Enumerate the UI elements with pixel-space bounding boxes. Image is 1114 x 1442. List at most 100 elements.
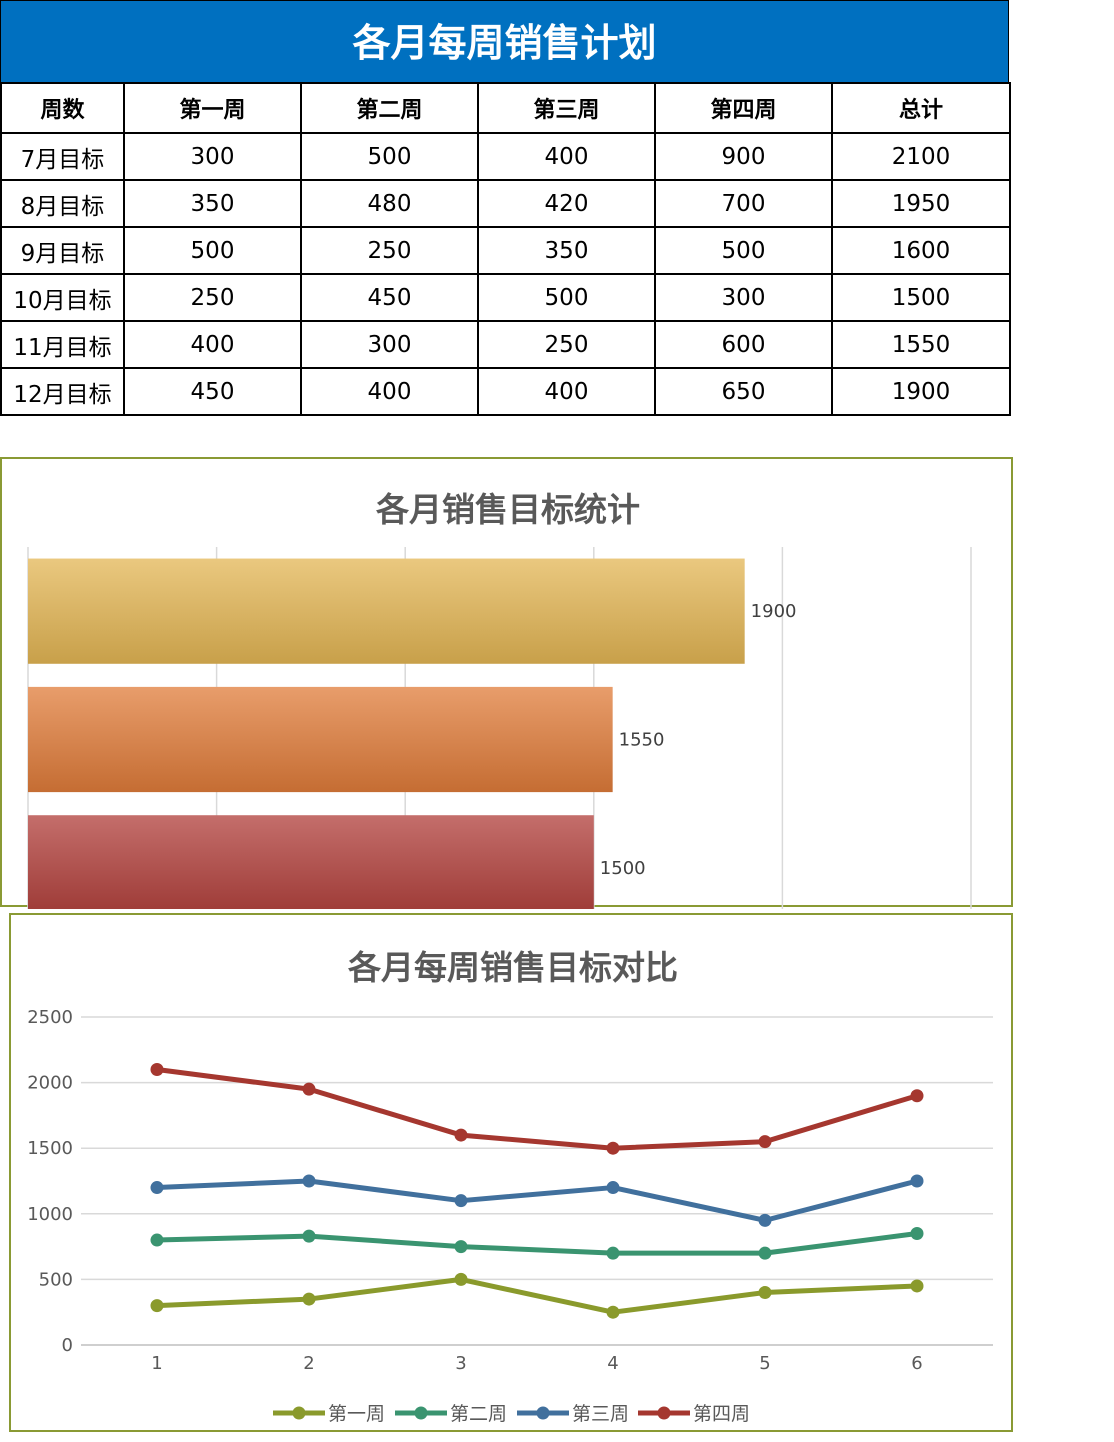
table-row: 12月目标 450 400 400 650 1900 (0, 367, 1011, 416)
cell-week-3: 500 (477, 273, 656, 322)
line-chart: 各月每周销售目标对比 0 500 1000 1500 2000 2500 1 2 3 4 5 6 第… (27, 948, 993, 1425)
series-point (454, 1272, 468, 1286)
cell-total: 1950 (831, 179, 1011, 228)
y-tick-label: 500 (39, 1269, 73, 1290)
cell-month: 11月目标 (0, 320, 125, 369)
cell-month: 8月目标 (0, 179, 125, 228)
legend-marker-icon (657, 1406, 671, 1420)
cell-week-2: 450 (300, 273, 479, 322)
series-point (910, 1226, 924, 1240)
cell-week-1: 400 (123, 320, 302, 369)
table-header-row: 周数 第一周 第二周 第三周 第四周 总计 (0, 82, 1011, 134)
series-line (154, 1066, 920, 1151)
series-point (150, 1233, 164, 1247)
cell-week-4: 600 (654, 320, 833, 369)
line-chart-gridlines (81, 1016, 993, 1346)
legend-item: 第四周 (638, 1403, 750, 1425)
series-point (758, 1135, 772, 1149)
bar-chart-bars (28, 558, 745, 909)
cell-week-1: 450 (123, 367, 302, 416)
header-week-1: 第一周 (123, 82, 302, 134)
cell-week-4: 900 (654, 132, 833, 181)
x-tick-label: 5 (759, 1353, 770, 1374)
cell-week-4: 700 (654, 179, 833, 228)
header-total: 总计 (831, 82, 1011, 134)
series-point (302, 1174, 316, 1188)
bar-data-label: 1500 (600, 858, 646, 879)
header-week-4: 第四周 (654, 82, 833, 134)
legend-label: 第四周 (693, 1403, 750, 1425)
cell-month: 9月目标 (0, 226, 125, 275)
cell-week-3: 250 (477, 320, 656, 369)
cell-total: 2100 (831, 132, 1011, 181)
cell-total: 1600 (831, 226, 1011, 275)
series-point (150, 1299, 164, 1313)
series-4 (150, 1062, 924, 1155)
series-line (154, 1230, 920, 1256)
cell-month: 7月目标 (0, 132, 125, 181)
cell-week-2: 500 (300, 132, 479, 181)
bar-chart-panel: 各月销售目标统计 210019501600150015501900 050010… (0, 457, 1013, 909)
header-week-count: 周数 (0, 82, 125, 134)
y-tick-label: 0 (62, 1335, 73, 1356)
series-point (454, 1194, 468, 1208)
cell-month: 12月目标 (0, 367, 125, 416)
legend-marker-icon (536, 1406, 550, 1420)
series-point (150, 1062, 164, 1076)
bar-chart: 各月销售目标统计 210019501600150015501900 050010… (27, 490, 972, 909)
series-point (606, 1141, 620, 1155)
legend-marker-icon (292, 1406, 306, 1420)
bar-12月目标 (28, 558, 745, 664)
cell-month: 10月目标 (0, 273, 125, 322)
series-point (302, 1229, 316, 1243)
bar-chart-gridlines (27, 547, 972, 909)
legend-label: 第一周 (328, 1403, 385, 1425)
x-tick-label: 1 (151, 1353, 162, 1374)
cell-total: 1500 (831, 273, 1011, 322)
y-tick-label: 2000 (27, 1073, 73, 1094)
legend-item: 第二周 (395, 1403, 507, 1425)
legend-label: 第三周 (572, 1403, 629, 1425)
line-chart-panel: 各月每周销售目标对比 0 500 1000 1500 2000 2500 1 2 3 4 5 6 第… (9, 913, 1013, 1432)
cell-week-4: 650 (654, 367, 833, 416)
cell-week-1: 250 (123, 273, 302, 322)
cell-week-3: 400 (477, 132, 656, 181)
cell-week-2: 250 (300, 226, 479, 275)
series-line (154, 1276, 920, 1315)
cell-week-3: 400 (477, 367, 656, 416)
legend-marker-icon (414, 1406, 428, 1420)
series-point (758, 1246, 772, 1260)
line-chart-y-axis: 0 500 1000 1500 2000 2500 (27, 1007, 73, 1356)
series-point (758, 1286, 772, 1300)
legend-item: 第一周 (273, 1403, 385, 1425)
cell-week-2: 400 (300, 367, 479, 416)
cell-total: 1550 (831, 320, 1011, 369)
cell-week-2: 480 (300, 179, 479, 228)
series-1 (150, 1272, 924, 1319)
bar-10月目标 (28, 815, 594, 909)
series-point (910, 1279, 924, 1293)
bar-11月目标 (28, 686, 613, 793)
x-tick-label: 3 (455, 1353, 466, 1374)
series-3 (150, 1174, 924, 1227)
series-point (302, 1292, 316, 1306)
cell-week-1: 500 (123, 226, 302, 275)
y-tick-label: 1000 (27, 1204, 73, 1225)
series-point (910, 1174, 924, 1188)
bar-chart-data-labels: 210019501600150015501900 (600, 601, 797, 879)
series-point (454, 1128, 468, 1142)
table-row: 8月目标 350 480 420 700 1950 (0, 179, 1011, 228)
table-row: 11月目标 400 300 250 600 1550 (0, 320, 1011, 369)
x-tick-label: 6 (911, 1353, 922, 1374)
line-chart-series (150, 1062, 924, 1319)
sales-plan-table-section: 各月每周销售计划 周数 第一周 第二周 第三周 第四周 总计 7月目标 300 50… (0, 0, 1011, 416)
bar-data-label: 1550 (619, 730, 665, 751)
line-chart-title: 各月每周销售目标对比 (347, 948, 678, 987)
series-point (910, 1089, 924, 1103)
series-point (606, 1246, 620, 1260)
table-row: 9月目标 500 250 350 500 1600 (0, 226, 1011, 275)
plan-title: 各月每周销售计划 (0, 0, 1009, 82)
line-chart-legend: 第一周 第二周 第三周 第四周 (273, 1403, 750, 1425)
series-point (606, 1305, 620, 1319)
y-tick-label: 2500 (27, 1007, 73, 1028)
